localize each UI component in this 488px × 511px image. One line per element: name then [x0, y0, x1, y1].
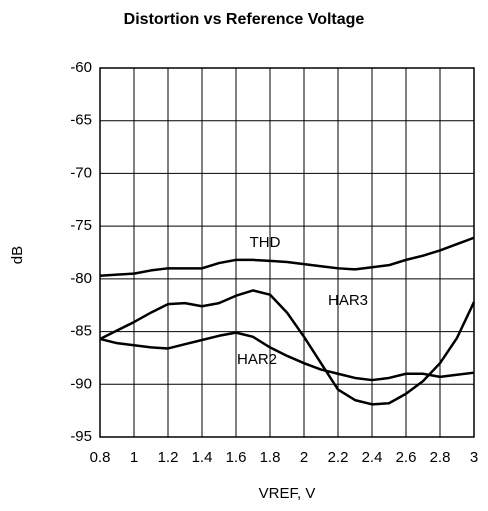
y-tick-label: -85: [70, 323, 92, 340]
x-tick-label: 1.8: [260, 449, 281, 466]
x-tick-label: 2.2: [328, 449, 349, 466]
x-tick-label: 1: [130, 449, 138, 466]
y-tick-label: -70: [70, 164, 92, 181]
series-label: HAR2: [237, 351, 277, 368]
plot-frame: [99, 67, 475, 438]
x-tick-label: 0.8: [90, 449, 111, 466]
x-axis-label: VREF, V: [259, 485, 316, 502]
x-tick-label: 1.2: [158, 449, 179, 466]
chart-title: Distortion vs Reference Voltage: [124, 11, 365, 28]
y-tick-label: -80: [70, 270, 92, 287]
series-label: THD: [250, 234, 281, 251]
y-tick-label: -90: [70, 375, 92, 392]
x-tick-label: 1.6: [226, 449, 247, 466]
x-tick-label: 3: [470, 449, 478, 466]
y-axis-label: dB: [9, 246, 26, 264]
line-series: [99, 289, 476, 406]
x-tick-label: 2.4: [362, 449, 383, 466]
x-tick-label: 1.4: [192, 449, 213, 466]
line-series: [99, 331, 475, 382]
y-tick-label: -65: [70, 112, 92, 129]
y-tick-label: -95: [70, 428, 92, 445]
series-label: HAR3: [328, 292, 368, 309]
y-tick-label: -75: [70, 217, 92, 234]
line-series: [99, 236, 475, 277]
x-tick-label: 2.8: [430, 449, 451, 466]
x-tick-label: 2: [300, 449, 308, 466]
x-tick-label: 2.6: [396, 449, 417, 466]
y-tick-label: -60: [70, 59, 92, 76]
